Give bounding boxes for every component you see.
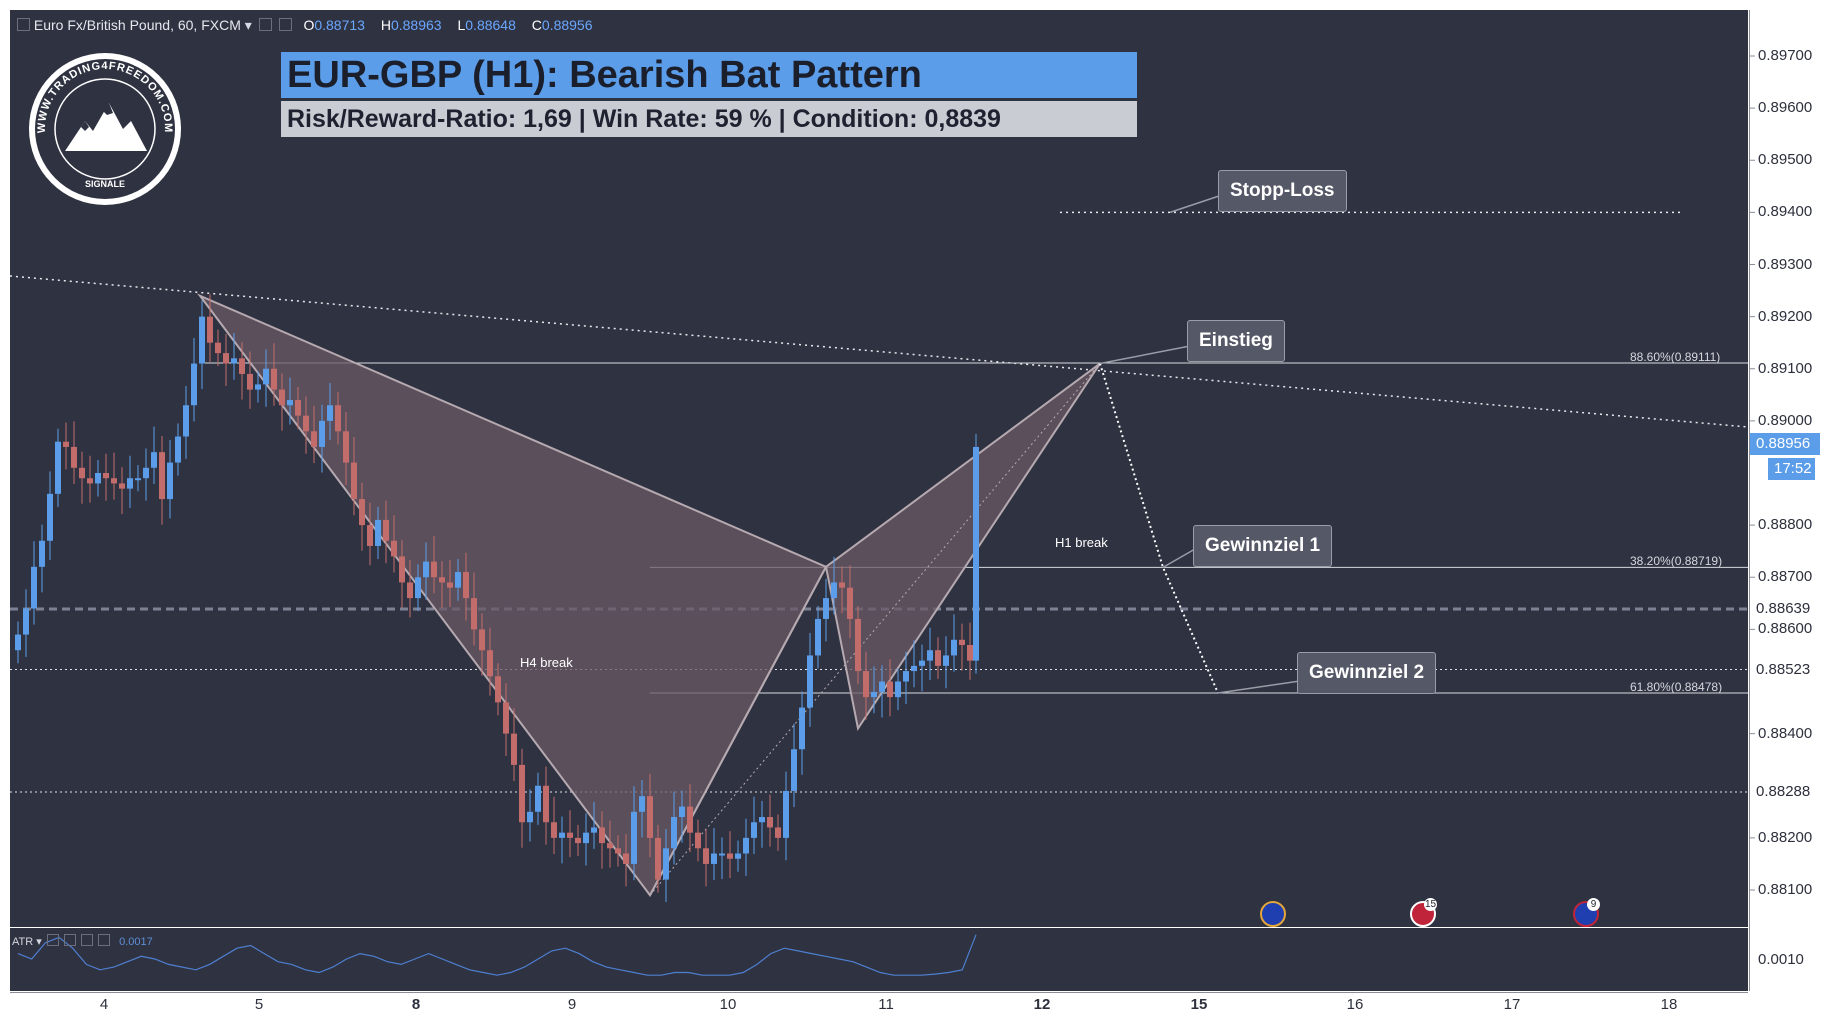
price-tick-label: 0.88100 [1758, 881, 1813, 898]
event-count-badge: 15 [1424, 898, 1437, 911]
price-tick-label: 0.89300 [1758, 255, 1813, 273]
price-tick-label: 0.88600 [1758, 620, 1813, 638]
open-label: O [303, 17, 315, 33]
time-tick-label: 11 [878, 996, 894, 1013]
price-tag-88288: 0.88288 [1750, 781, 1820, 803]
price-tick-label: 0.89100 [1758, 359, 1813, 377]
h1-break-label: H1 break [1055, 535, 1108, 550]
time-tick-label: 18 [1660, 996, 1678, 1013]
svg-text:SIGNALE: SIGNALE [85, 179, 125, 189]
settings-icon[interactable] [63, 934, 76, 946]
time-tick-label: 17 [1503, 996, 1521, 1013]
time-tick-label: 8 [411, 996, 421, 1013]
bar-countdown: 17:52 [1768, 458, 1815, 480]
time-tick-label: 10 [719, 996, 737, 1013]
chevron-down-icon[interactable]: ▾ [36, 936, 42, 948]
price-tick-label: 0.89400 [1758, 203, 1813, 221]
fib-618-label: 61.80%(0.88478) [1630, 680, 1723, 694]
time-axis[interactable] [10, 992, 1748, 1015]
atr-value: 0.0017 [119, 936, 153, 948]
event-count-badge-2: 9 [1587, 898, 1600, 911]
close-label: C [531, 17, 542, 33]
price-tick-label: 0.88800 [1758, 516, 1813, 534]
hide-icon[interactable] [258, 18, 272, 31]
entry-callout[interactable]: Einstieg [1187, 320, 1285, 362]
target-1-callout[interactable]: Gewinnziel 1 [1193, 525, 1333, 567]
high-value: 0.88963 [390, 17, 442, 33]
uk-flag-event-icon[interactable] [1410, 901, 1436, 927]
price-tick-label: 0.89500 [1758, 151, 1813, 169]
atr-legend: ATR ▾ 0.0017 [12, 934, 153, 948]
price-tick-label: 0.88700 [1758, 568, 1813, 586]
symbol-legend: Euro Fx/British Pound, 60, FXCM ▾ O0.887… [14, 17, 597, 34]
chevron-down-icon[interactable]: ▾ [244, 17, 252, 33]
hide-icon[interactable] [46, 934, 59, 946]
price-tick-label: 0.89700 [1758, 47, 1813, 64]
low-value: 0.88648 [465, 17, 516, 33]
settings-icon[interactable] [278, 18, 292, 31]
open-value: 0.88713 [314, 17, 365, 33]
last-price-tag: 0.88956 [1750, 433, 1820, 455]
symbol-name[interactable]: Euro Fx/British Pound, 60, FXCM [33, 17, 241, 33]
price-tick-label: 0.88400 [1758, 724, 1813, 742]
fib-886-label: 88.60%(0.89111) [1630, 350, 1721, 364]
low-label: L [457, 17, 466, 33]
time-tick-label: 9 [567, 996, 577, 1013]
atr-label[interactable]: ATR [12, 936, 34, 948]
time-tick-label: 4 [99, 996, 109, 1013]
stop-loss-callout[interactable]: Stopp-Loss [1218, 170, 1347, 212]
target-2-callout[interactable]: Gewinnziel 2 [1297, 652, 1437, 694]
main-chart-pane[interactable] [10, 10, 1748, 927]
close-icon[interactable] [80, 934, 93, 946]
more-icon[interactable] [98, 934, 111, 946]
price-tag-88523: 0.88523 [1750, 659, 1820, 681]
h4-break-label: H4 break [520, 655, 573, 670]
price-tag-88639: 0.88639 [1750, 598, 1820, 620]
price-tick-label: 0.89600 [1758, 99, 1813, 117]
collapse-legend-icon[interactable] [17, 18, 30, 31]
price-tick-label: 0.88200 [1758, 828, 1813, 846]
time-tick-label: 12 [1033, 996, 1051, 1013]
atr-indicator-pane[interactable] [10, 928, 1748, 991]
fib-382-label: 38.20%(0.88719) [1630, 554, 1723, 568]
price-tick-label: 0.89200 [1758, 307, 1813, 325]
price-tick-list: 0.89700 0.89600 0.89500 0.89400 0.89300 0.892… [1749, 0, 1824, 1026]
time-tick-label: 15 [1190, 996, 1208, 1013]
high-label: H [380, 17, 391, 33]
close-value: 0.88956 [541, 17, 593, 33]
time-tick-label: 16 [1346, 996, 1364, 1013]
chart-title: EUR-GBP (H1): Bearish Bat Pattern [281, 52, 1137, 98]
time-tick-label: 5 [254, 996, 264, 1013]
price-tick-label: 0.89000 [1758, 411, 1813, 429]
chart-subtitle: Risk/Reward-Ratio: 1,69 | Win Rate: 59 %… [281, 101, 1137, 137]
trading4freedom-logo: WWW.TRADING4FREEDOM.COM SIGNALE [29, 53, 181, 205]
eu-flag-event-icon[interactable] [1260, 901, 1286, 927]
atr-axis-tick: 0.0010 [1758, 951, 1804, 968]
price-axis[interactable] [1749, 10, 1824, 991]
